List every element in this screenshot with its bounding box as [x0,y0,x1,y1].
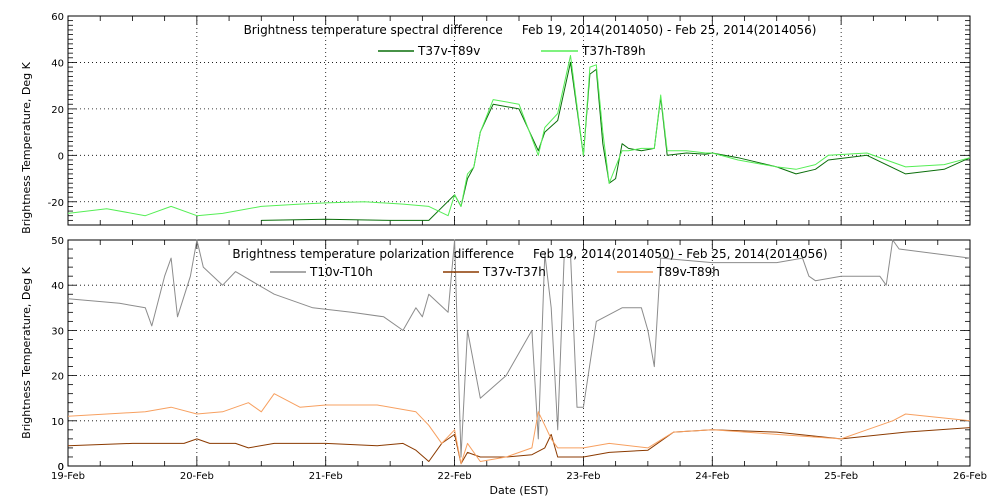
y-tick-label: 0 [58,462,64,473]
y-tick-label: -20 [48,198,64,209]
polarization-difference-panel: Brightness temperature polarization diff… [20,236,987,497]
series-line-t37v-t37h [67,427,971,465]
series-line-t37h-t89h [67,55,971,217]
x-tick-label: 21-Feb [309,471,343,482]
legend-label-t10v-t10h: T10v-T10h [309,265,373,279]
grid-lines [68,240,970,466]
y-tick-label: 20 [51,105,64,116]
legend-label-t37v-t89v: T37v-T89v [417,44,480,58]
y-axis-title: Brightness Temperature, Deg K [20,266,33,438]
x-tick-label: 20-Feb [180,471,214,482]
x-tick-label: 26-Feb [953,471,987,482]
y-tick-label: 10 [51,417,64,428]
legend-label-t89v-t89h: T89v-T89h [656,265,720,279]
chart-title: Brightness temperature spectral differen… [244,23,817,37]
series-line-t89v-t89h [67,393,971,465]
y-axis-title: Brightness Temperature, Deg K [20,61,33,233]
y-tick-label: 20 [51,372,64,383]
series-line-t10v-t10h [67,239,971,458]
y-tick-label: 0 [58,151,64,162]
plot-frame [67,15,971,226]
y-tick-label: 40 [51,281,64,292]
x-tick-labels: 19-Feb 20-Feb 21-Feb 22-Feb 23-Feb 24-Feb 25-F… [51,471,987,482]
legend: T37v-T89v T37h-T89h [378,44,646,58]
legend-label-t37v-t37h: T37v-T37h [482,265,546,279]
y-tick-label: 50 [51,236,64,247]
y-tick-label: 0 [58,462,64,473]
spectral-difference-panel: Brightness temperature spectral differen… [20,12,971,234]
x-tick-label: 24-Feb [695,471,729,482]
x-tick-label: 19-Feb [51,471,85,482]
series-lines [67,239,971,465]
y-tick-label: 30 [51,326,64,337]
series-lines [67,55,971,221]
y-tick-label: 40 [51,58,64,69]
chart-title: Brightness temperature polarization diff… [232,247,827,261]
x-axis-title: Date (EST) [489,484,548,497]
y-tick-label: 60 [51,12,64,23]
y-tick-labels: -20 0 20 40 60 [48,12,64,209]
x-tick-label: 25-Feb [824,471,858,482]
axis-ticks [67,15,971,226]
series-line-t37v-t89v [261,61,971,221]
grid-lines [68,16,970,225]
legend: T10v-T10h T37v-T37h T89v-T89h [270,265,720,279]
x-tick-label: 23-Feb [566,471,600,482]
legend-label-t37h-t89h: T37h-T89h [581,44,646,58]
x-tick-label: 22-Feb [438,471,472,482]
